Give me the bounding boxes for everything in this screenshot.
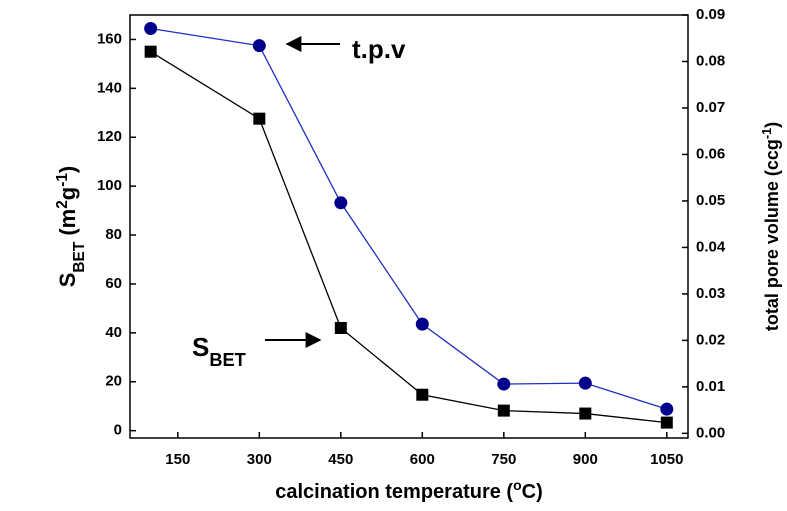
point: [144, 45, 157, 58]
x-axis-label-part: calcination temperature (: [275, 481, 513, 503]
point: [334, 321, 347, 334]
x-tick-label: 1050: [650, 451, 683, 468]
y-axis-label-part: 2: [54, 200, 71, 209]
y-axis-label-part: ): [55, 166, 80, 173]
y-tick-label: 0: [114, 422, 122, 439]
annotation-part: t.p.v: [352, 34, 406, 64]
y-axis-label-part: (m: [55, 209, 80, 242]
x-tick-label: 450: [328, 451, 353, 468]
point: [252, 39, 266, 53]
y-tick-label: 80: [105, 226, 122, 243]
point: [253, 112, 266, 125]
y2-axis-label: total pore volume (ccg-1): [760, 122, 782, 331]
point: [497, 377, 511, 391]
x-axis-label-part: C): [522, 481, 543, 503]
annotation: SBET: [192, 332, 246, 370]
y2-tick-label: 0.03: [696, 285, 725, 302]
y-axis-label-part: BET: [71, 241, 88, 272]
y-tick-label: 60: [105, 275, 122, 292]
annotation-part: BET: [209, 350, 245, 370]
x-tick-label: 150: [165, 451, 190, 468]
annotation: t.p.v: [352, 34, 406, 64]
x-axis-label: calcination temperature (oC): [275, 477, 543, 503]
y2-tick-label: 0.04: [696, 238, 726, 255]
y2-tick-label: 0.02: [696, 331, 725, 348]
x-tick-label: 750: [491, 451, 516, 468]
x-tick-label: 300: [247, 451, 272, 468]
y2-tick-label: 0.00: [696, 424, 725, 441]
point: [660, 402, 674, 416]
y2-tick-label: 0.05: [696, 192, 725, 209]
y-axis-label-part: -1: [54, 173, 71, 187]
y2-tick-label: 0.06: [696, 145, 725, 162]
y-tick-label: 20: [105, 373, 122, 390]
annotation-part: S: [192, 332, 209, 362]
y2-tick-label: 0.07: [696, 99, 725, 116]
y-tick-label: 160: [97, 30, 122, 47]
y2-axis-label-part: total pore volume (ccg: [762, 139, 782, 331]
y2-tick-label: 0.01: [696, 378, 725, 395]
y-axis-label-part: S: [55, 273, 80, 288]
point: [578, 376, 592, 390]
x-axis-label-part: o: [513, 477, 522, 493]
point: [334, 196, 348, 210]
point: [660, 416, 673, 429]
point: [497, 404, 510, 417]
point: [415, 317, 429, 331]
x-tick-label: 600: [410, 451, 435, 468]
y-axis-label-part: g: [55, 187, 80, 200]
y2-tick-label: 0.08: [696, 52, 725, 69]
y-tick-label: 140: [97, 79, 122, 96]
x-tick-label: 900: [573, 451, 598, 468]
y2-tick-label: 0.09: [696, 6, 725, 23]
y-tick-label: 120: [97, 128, 122, 145]
y2-axis-label-part: ): [762, 122, 782, 128]
point: [144, 21, 158, 35]
y-tick-label: 100: [97, 177, 122, 194]
y-tick-label: 40: [105, 324, 122, 341]
plot-frame: [129, 14, 689, 439]
point: [416, 388, 429, 401]
point: [579, 407, 592, 420]
y2-axis-label-part: -1: [760, 128, 774, 139]
y-axis-label: SBET (m2g-1): [54, 166, 88, 288]
